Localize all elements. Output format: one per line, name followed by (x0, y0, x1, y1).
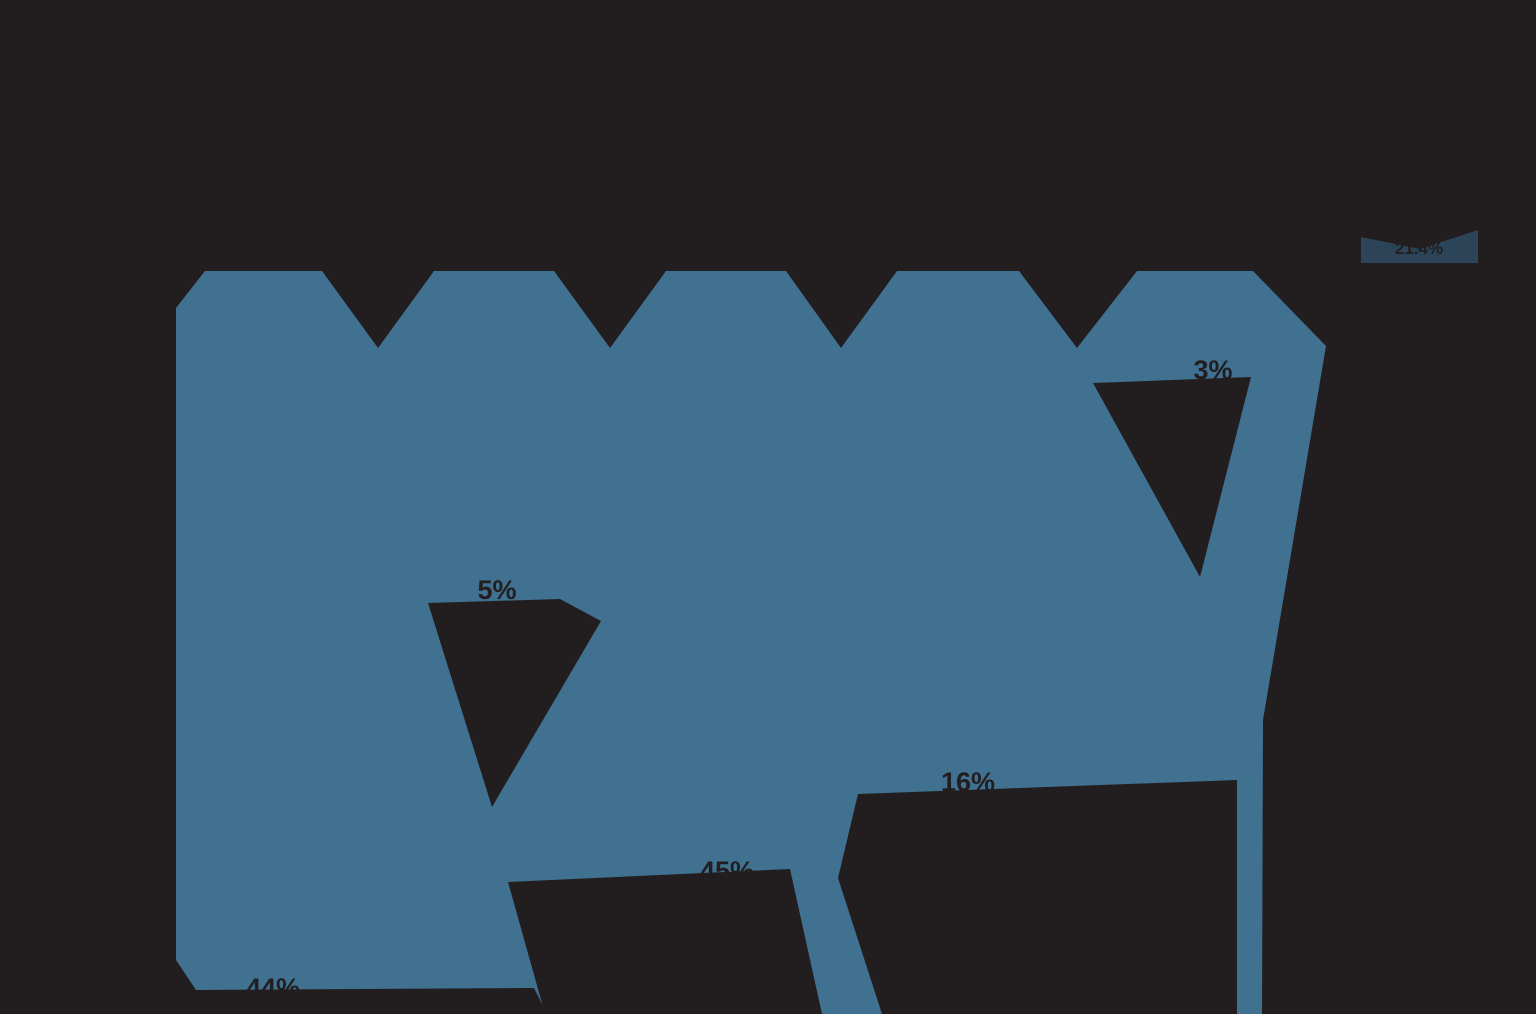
data-label-45pct: 45% (700, 856, 754, 886)
data-label-44pct: 44% (246, 973, 300, 1003)
data-label-16pct: 16% (941, 767, 995, 797)
ribbon-banner (1361, 230, 1478, 263)
notch-44pct-bottom-strip (196, 988, 547, 1014)
data-label-5pct: 5% (477, 575, 516, 605)
notch-5pct-wedge (428, 599, 601, 807)
notch-16pct-wedge (838, 780, 1237, 1014)
banner-label: 21.4% (1395, 239, 1443, 258)
notch-3pct-wedge (1093, 377, 1251, 577)
notch-45pct-wedge (508, 869, 822, 1014)
data-label-3pct: 3% (1193, 355, 1232, 385)
notch-bottom-left-corner (176, 960, 196, 1014)
